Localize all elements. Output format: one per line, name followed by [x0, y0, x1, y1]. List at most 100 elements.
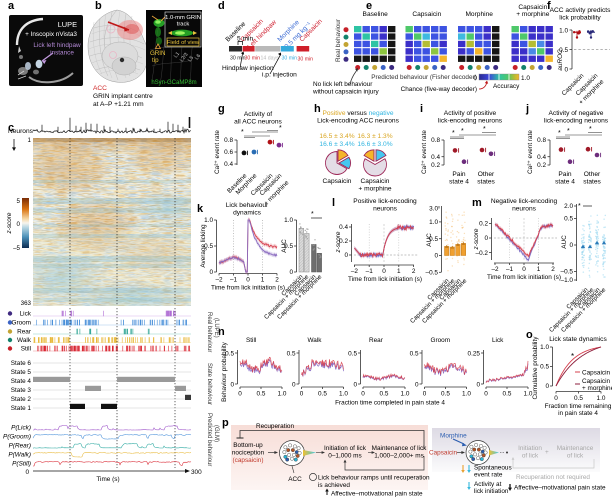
svg-text:0–1,000 ms: 0–1,000 ms: [328, 453, 361, 460]
svg-text:(LUPE): (LUPE): [213, 318, 219, 338]
svg-text:1.0: 1.0: [559, 28, 568, 35]
svg-text:1,000–2,000+ ms: 1,000–2,000+ ms: [374, 453, 424, 460]
svg-text:Fraction time remaining: Fraction time remaining: [545, 403, 612, 410]
svg-text:–2: –2: [215, 277, 223, 284]
svg-text:Groom: Groom: [431, 337, 451, 344]
svg-text:State behaviour: State behaviour: [206, 363, 212, 405]
svg-text:Ca²⁺ event rate: Ca²⁺ event rate: [527, 130, 534, 174]
svg-text:0: 0: [17, 221, 21, 228]
svg-text:0.5: 0.5: [284, 243, 293, 250]
svg-text:0.6: 0.6: [224, 149, 233, 156]
svg-text:State 6: State 6: [11, 360, 32, 367]
svg-text:Capsaicin: Capsaicin: [412, 11, 441, 18]
svg-text:–2: –2: [351, 268, 359, 275]
svg-text:P(Lick): P(Lick): [11, 425, 31, 432]
svg-text:Baseline: Baseline: [363, 11, 389, 18]
svg-text:Groom: Groom: [11, 320, 31, 327]
svg-text:0.8: 0.8: [431, 137, 440, 144]
svg-text:No lick left behaviour: No lick left behaviour: [313, 81, 373, 88]
svg-text:1.0: 1.0: [429, 219, 438, 226]
svg-text:Field of view: Field of view: [167, 40, 200, 46]
svg-text:Behaviour probability: Behaviour probability: [221, 341, 228, 401]
svg-text:z-score: z-score: [335, 231, 342, 253]
svg-text:of lick: of lick: [522, 453, 539, 460]
svg-text:*: *: [279, 125, 282, 132]
svg-text:state 4: state 4: [555, 179, 575, 186]
svg-text:0: 0: [209, 269, 213, 276]
svg-text:1: 1: [397, 268, 401, 275]
svg-text:1: 1: [28, 137, 32, 144]
svg-text:LUPE: LUPE: [58, 20, 77, 29]
svg-text:states: states: [477, 179, 495, 186]
svg-text:L6: L6: [194, 53, 202, 61]
svg-text:auROC: auROC: [557, 49, 564, 71]
svg-text:0.2: 0.2: [537, 162, 546, 169]
svg-text:Maintenance of lick: Maintenance of lick: [372, 445, 428, 452]
svg-text:Affective–motivational pain st: Affective–motivational pain state: [514, 485, 606, 492]
svg-text:track: track: [177, 22, 190, 28]
svg-text:2: 2: [412, 268, 416, 275]
svg-text:all ACC neurons: all ACC neurons: [234, 119, 282, 126]
svg-text:30 min: 30 min: [282, 56, 298, 62]
svg-text:0.5: 0.5: [410, 351, 419, 358]
svg-text:Recuperation: Recuperation: [256, 423, 294, 430]
svg-text:L5: L5: [187, 55, 195, 63]
svg-text:Lick left hindpaw: Lick left hindpaw: [33, 42, 81, 49]
svg-text:*: *: [578, 203, 581, 210]
svg-text:0.5: 0.5: [380, 391, 389, 398]
svg-text:0.25: 0.25: [468, 351, 481, 358]
svg-text:0: 0: [484, 235, 488, 242]
svg-text:0.5: 0.5: [348, 351, 357, 358]
svg-text:0.5: 0.5: [441, 391, 450, 398]
svg-text:AUC: AUC: [561, 235, 568, 249]
svg-text:16.6 ± 3.0%: 16.6 ± 3.0%: [357, 141, 392, 148]
svg-text:Predicted behaviour: Predicted behaviour: [206, 413, 212, 466]
svg-text:0.5: 0.5: [540, 364, 549, 371]
svg-text:Ca²⁺ event rate: Ca²⁺ event rate: [421, 130, 428, 174]
svg-text:Bottom-up: Bottom-up: [233, 442, 263, 449]
svg-text:AUC: AUC: [281, 239, 288, 253]
svg-text:0: 0: [423, 391, 427, 398]
svg-text:0.4: 0.4: [224, 161, 233, 168]
svg-text:1: 1: [261, 277, 265, 284]
svg-text:1.0: 1.0: [597, 395, 606, 402]
svg-text:0.5: 0.5: [503, 391, 512, 398]
svg-text:Real behaviour: Real behaviour: [335, 18, 342, 62]
svg-text:0: 0: [246, 277, 250, 284]
svg-text:30 min: 30 min: [298, 57, 314, 63]
svg-text:Rear: Rear: [17, 329, 32, 336]
svg-text:Capsaicin: Capsaicin: [582, 378, 611, 385]
svg-text:1.0-mm GRIN: 1.0-mm GRIN: [165, 15, 201, 21]
svg-text:is achieved: is achieved: [318, 482, 350, 489]
svg-text:states: states: [583, 179, 601, 186]
svg-text:0.5: 0.5: [287, 351, 296, 358]
svg-text:Activity of: Activity of: [244, 111, 272, 118]
svg-text:3.0: 3.0: [429, 206, 438, 213]
svg-text:0.2: 0.2: [479, 221, 488, 228]
svg-text:L1: L1: [173, 51, 181, 59]
svg-text:0.5: 0.5: [225, 351, 234, 358]
svg-text:0: 0: [361, 391, 365, 398]
svg-text:Affective–motivational pain st: Affective–motivational pain state: [331, 491, 423, 498]
svg-text:instance: instance: [50, 50, 74, 57]
svg-text:–1: –1: [366, 268, 374, 275]
svg-text:Walk: Walk: [308, 337, 323, 344]
svg-text:1.0: 1.0: [284, 217, 293, 224]
svg-text:Lick: Lick: [20, 311, 32, 318]
svg-text:0.2: 0.2: [339, 238, 348, 245]
svg-text:P(Still): P(Still): [12, 461, 31, 468]
svg-text:0: 0: [554, 395, 558, 402]
svg-text:Other: Other: [584, 171, 601, 178]
svg-text:P(Rear): P(Rear): [9, 443, 31, 450]
svg-text:Hindpaw injection: Hindpaw injection: [222, 65, 274, 72]
svg-text:i.p. injection: i.p. injection: [262, 72, 297, 79]
svg-text:*: *: [589, 126, 592, 133]
svg-text:–1: –1: [506, 266, 514, 273]
svg-text:lick-encoding neurons: lick-encoding neurons: [438, 118, 503, 125]
svg-text:L2/3: L2/3: [179, 52, 190, 64]
svg-text:5 min: 5 min: [237, 36, 253, 43]
svg-text:+: +: [545, 449, 549, 456]
svg-text:Capsaicin: Capsaicin: [518, 4, 547, 11]
svg-text:–0.2: –0.2: [476, 250, 489, 257]
svg-text:z-score: z-score: [473, 228, 480, 250]
